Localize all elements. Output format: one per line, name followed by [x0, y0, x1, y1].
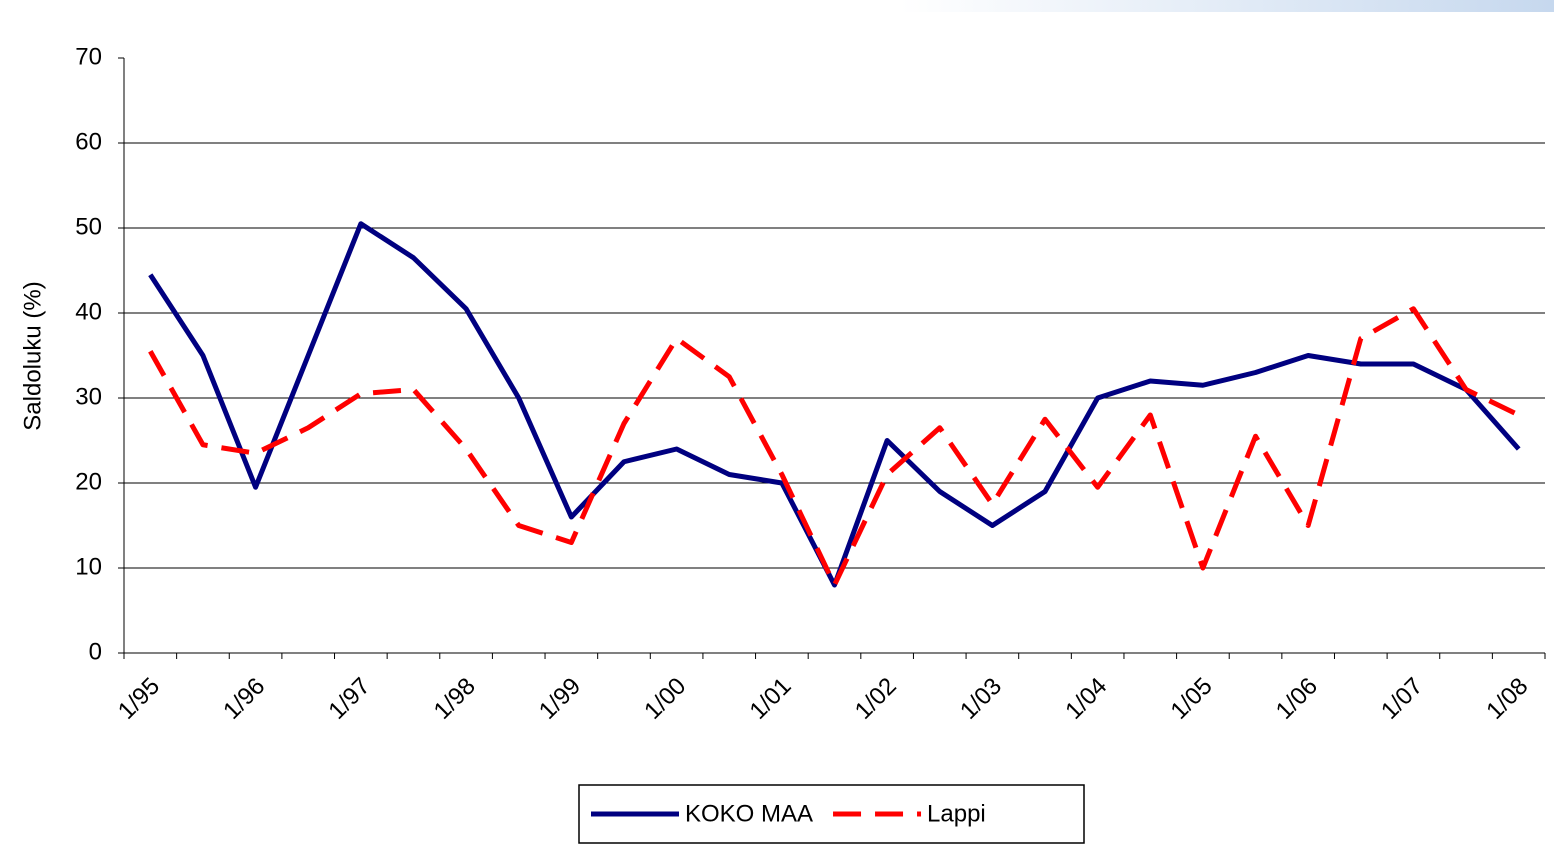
y-tick-label: 60 — [75, 128, 102, 155]
y-axis-title: Saldoluku (%) — [19, 281, 46, 430]
y-tick-label: 20 — [75, 468, 102, 495]
x-tick-label: 1/02 — [850, 673, 902, 725]
x-tick-label: 1/06 — [1271, 673, 1323, 725]
x-tick-label: 1/04 — [1060, 673, 1112, 725]
x-tick-label: 1/96 — [218, 673, 270, 725]
y-tick-label: 0 — [89, 638, 102, 665]
x-tick-label: 1/01 — [744, 673, 796, 725]
x-tick-label: 1/98 — [429, 673, 481, 725]
legend-label: Lappi — [927, 800, 986, 827]
x-tick-label: 1/99 — [534, 673, 586, 725]
x-tick-label: 1/00 — [639, 673, 691, 725]
y-tick-label: 10 — [75, 553, 102, 580]
series-line — [148, 306, 1520, 588]
series-line — [148, 221, 1521, 588]
legend-label: KOKO MAA — [685, 800, 813, 827]
y-tick-label: 70 — [75, 43, 102, 70]
header-decoration — [900, 0, 1554, 12]
x-tick-label: 1/05 — [1166, 673, 1218, 725]
y-tick-label: 40 — [75, 298, 102, 325]
x-tick-label: 1/03 — [955, 673, 1007, 725]
x-tick-label: 1/07 — [1376, 673, 1428, 725]
y-tick-label: 50 — [75, 213, 102, 240]
x-tick-label: 1/08 — [1481, 673, 1533, 725]
x-tick-label: 1/95 — [113, 673, 165, 725]
x-tick-label: 1/97 — [323, 673, 375, 725]
y-tick-label: 30 — [75, 383, 102, 410]
